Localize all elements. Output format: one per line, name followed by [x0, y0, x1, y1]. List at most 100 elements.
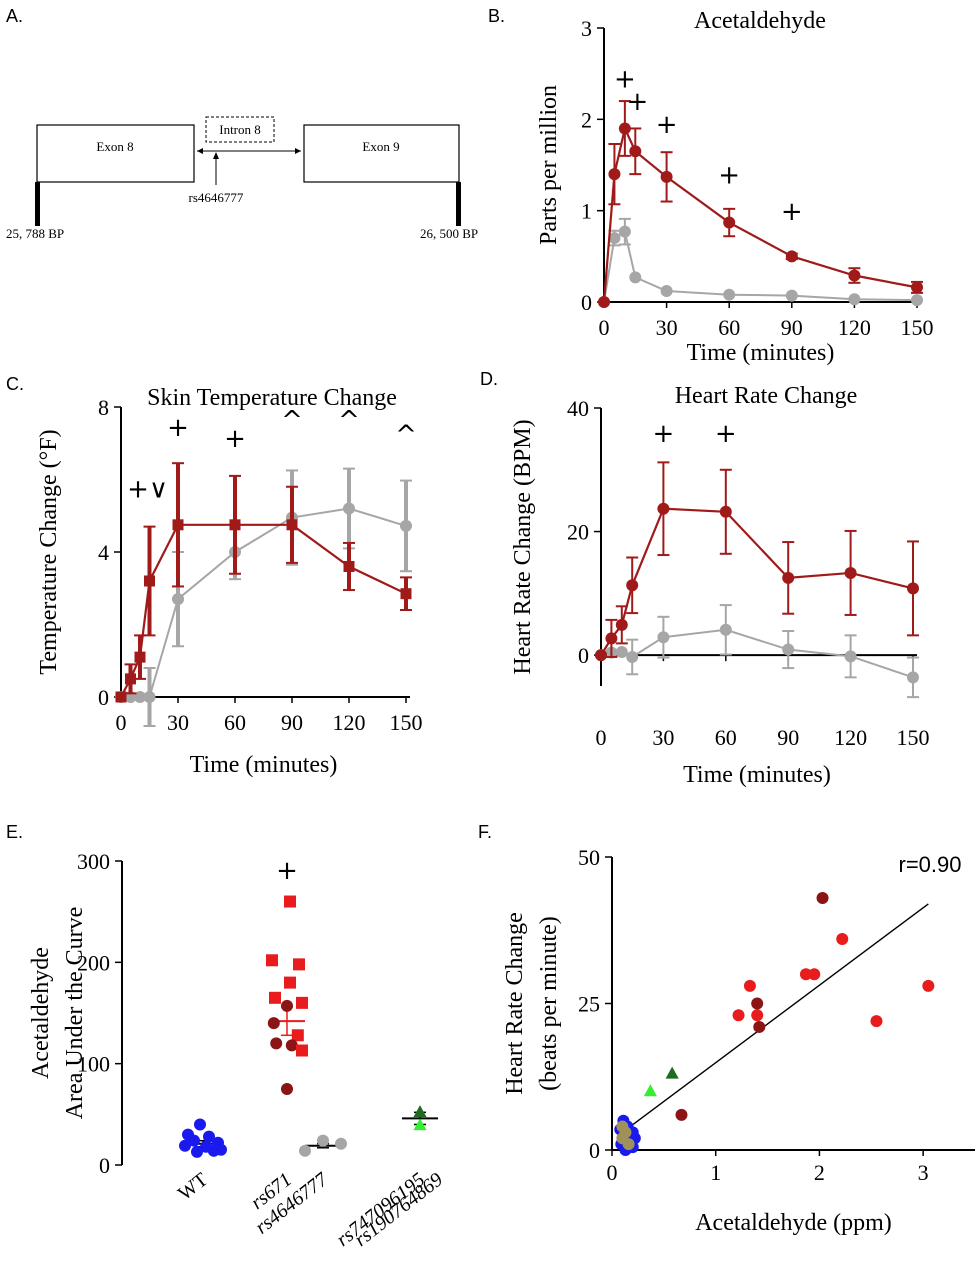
data-point: [269, 991, 281, 1004]
data-point: [296, 996, 308, 1009]
data-point: [723, 216, 736, 229]
y-tick-label: 300: [77, 849, 110, 874]
chart-c: Skin Temperature Change 0 30 60 90 120 150 0 4 8 T…: [36, 385, 423, 778]
x-tick-label: 150: [390, 710, 423, 735]
chart-c-y-label: Temperature Change (°F): [36, 429, 62, 674]
data-point: [753, 1020, 766, 1033]
significance-marker: +: [781, 197, 803, 227]
gene-diagram: Exon 8 Intron 8 Exon 9 rs4646777 25, 788…: [6, 116, 478, 241]
x-tick-label: 150: [897, 725, 930, 750]
data-point: [799, 968, 812, 981]
data-point: [608, 232, 621, 245]
significance-marker: ^: [338, 406, 360, 436]
exon9-box: [303, 124, 460, 183]
data-point: [782, 571, 795, 584]
data-point: [285, 1039, 298, 1052]
significance-marker: +: [276, 856, 298, 886]
y-tick-label: 0: [98, 685, 109, 710]
data-point: [605, 632, 618, 645]
data-point: [618, 225, 631, 238]
chart-e: 0 100 200 300 Acetaldehyde Area Under the Cur…: [28, 849, 447, 1251]
y-tick-label: 40: [567, 396, 589, 421]
data-point: [286, 519, 298, 531]
chart-c-title: Skin Temperature Change: [147, 385, 397, 411]
data-point: [299, 1144, 311, 1157]
category-label: WT: [174, 1169, 212, 1205]
significance-marker: +: [715, 419, 737, 449]
y-tick-label: 50: [578, 845, 600, 870]
chart-c-x-label: Time (minutes): [190, 752, 338, 778]
x-tick-label: 90: [777, 725, 799, 750]
x-tick-label: 0: [596, 725, 607, 750]
data-point: [267, 1017, 280, 1030]
exon8-box: [36, 124, 195, 183]
significance-marker: +: [653, 419, 675, 449]
x-tick-label: 60: [224, 710, 246, 735]
panel-letter-f: F.: [478, 822, 492, 842]
data-point: [743, 979, 756, 992]
data-point: [808, 968, 821, 981]
data-point: [291, 1029, 304, 1042]
data-point: [281, 1083, 293, 1095]
data-point: [660, 285, 673, 298]
data-point: [844, 650, 857, 663]
significance-marker: +: [718, 160, 740, 190]
data-point: [266, 954, 278, 967]
series-line: [600, 507, 914, 656]
panel-letter-d: D.: [480, 369, 498, 389]
data-point: [172, 519, 184, 531]
y-tick-label: 0: [99, 1153, 110, 1178]
data-point: [665, 1066, 679, 1079]
data-point: [144, 575, 155, 587]
data-point: [284, 976, 296, 989]
chart-f-y-label-line1: Heart Rate Change: [502, 912, 528, 1095]
chart-f-x-label: Acetaldehyde (ppm): [695, 1210, 892, 1236]
chart-b-y-label: Parts per million: [536, 85, 562, 245]
data-point: [296, 1044, 308, 1057]
data-point: [343, 561, 355, 572]
data-point: [626, 579, 639, 592]
data-point: [335, 1137, 347, 1150]
data-point: [115, 691, 127, 703]
y-tick-label: 8: [98, 395, 109, 420]
data-point: [143, 691, 156, 703]
y-tick-label: 1: [581, 199, 592, 224]
panel-letter-c: C.: [6, 374, 24, 394]
data-point: [179, 1139, 191, 1152]
x-tick-label: 0: [607, 1160, 618, 1185]
significance-marker: +: [626, 87, 648, 117]
chart-b-x-label: Time (minutes): [687, 340, 835, 366]
data-point: [626, 650, 639, 663]
snp-arrowhead: [213, 152, 219, 159]
x-tick-label: 0: [599, 315, 610, 340]
data-point: [229, 519, 241, 531]
chart-d-x-label: Time (minutes): [683, 762, 831, 788]
x-tick-label: 90: [281, 710, 303, 735]
data-point: [400, 588, 412, 600]
trend-line: [621, 903, 929, 1133]
significance-marker: ^: [281, 406, 303, 436]
data-point: [719, 505, 732, 518]
data-point: [188, 1134, 200, 1147]
chart-d: Heart Rate Change 0 30 60 90 120 150 0 20 40 Time …: [510, 383, 930, 788]
y-tick-label: 2: [581, 107, 592, 132]
x-tick-label: 120: [834, 725, 867, 750]
data-point: [270, 1037, 283, 1050]
data-point: [643, 1084, 657, 1097]
y-tick-label: 0: [589, 1138, 600, 1163]
x-tick-label: 0: [116, 710, 127, 735]
significance-marker: +: [167, 413, 189, 443]
data-point: [782, 643, 795, 656]
panel-letter-e: E.: [6, 822, 23, 842]
y-tick-label: 4: [98, 540, 109, 565]
intron8-box: [205, 116, 275, 143]
x-tick-label: 2: [814, 1160, 825, 1185]
data-point: [125, 673, 136, 685]
significance-marker: +∨: [127, 475, 168, 505]
chart-f: 0 1 2 3 0 25 50 Acetaldehyde (ppm) Heart Rate Ch…: [502, 845, 975, 1236]
data-point: [400, 519, 412, 532]
y-tick-label: 100: [77, 1052, 110, 1077]
y-tick-label: 0: [578, 643, 589, 668]
data-point: [836, 933, 849, 946]
